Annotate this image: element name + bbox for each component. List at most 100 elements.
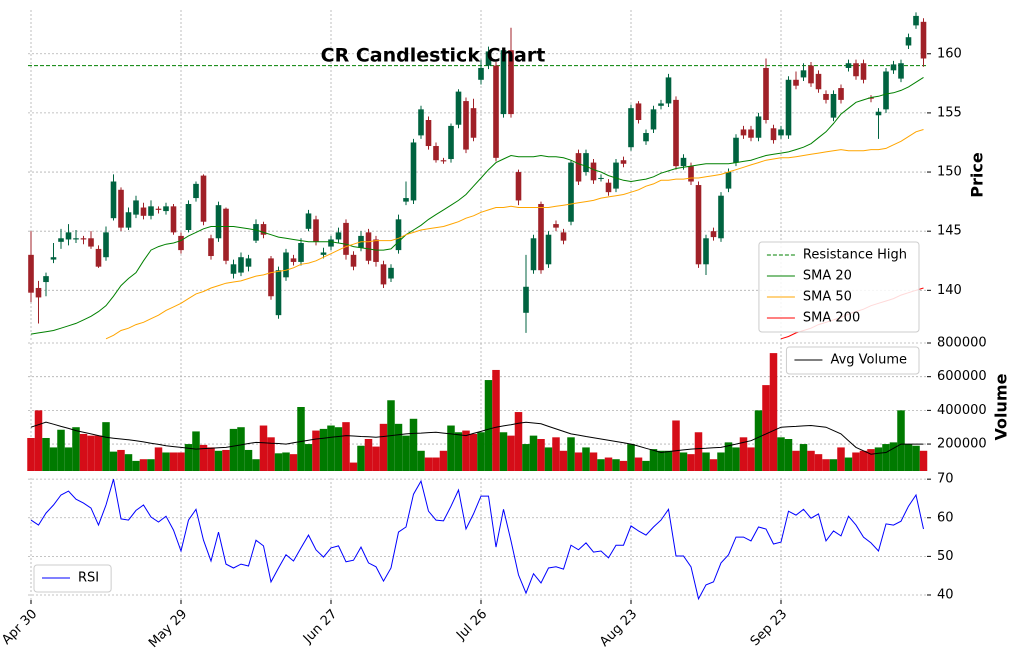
volume-bar xyxy=(364,439,373,471)
volume-bar xyxy=(259,425,268,471)
volume-bar xyxy=(717,452,725,471)
volume-bar xyxy=(492,369,500,471)
volume-bar xyxy=(574,452,583,471)
volume-bar xyxy=(799,444,808,471)
candle-body xyxy=(508,50,514,115)
volume-bar xyxy=(777,437,785,471)
volume-bar xyxy=(709,459,718,471)
volume-bar xyxy=(102,422,110,471)
candle-body xyxy=(500,50,507,115)
volume-bar xyxy=(919,450,928,471)
candle-body xyxy=(763,67,769,120)
legend-box xyxy=(785,346,920,375)
y-tick-label: 70 xyxy=(937,472,954,487)
candle-body xyxy=(58,238,64,242)
volume-bar xyxy=(342,422,350,471)
candle-body xyxy=(418,109,424,136)
volume-bar xyxy=(724,442,733,471)
volume-bar xyxy=(837,447,845,471)
candle-body xyxy=(125,212,132,228)
volume-bar xyxy=(282,452,290,471)
candle-body xyxy=(898,63,904,79)
volume-bar xyxy=(349,462,358,471)
candle-body xyxy=(440,160,447,162)
candle-body xyxy=(830,93,837,118)
volume-bar xyxy=(769,353,778,471)
volume-bar xyxy=(844,457,853,471)
candle-body xyxy=(260,224,267,235)
candle-body xyxy=(748,129,754,138)
candle-body xyxy=(853,63,859,77)
volume-bar xyxy=(222,449,230,471)
candle-body xyxy=(800,70,807,78)
candle-body xyxy=(703,238,709,265)
candle-body xyxy=(590,162,597,181)
candle-body xyxy=(178,235,184,251)
candle-body xyxy=(373,239,379,262)
volume-bar xyxy=(237,427,245,471)
volume-bar xyxy=(664,450,673,471)
candle-body xyxy=(65,232,72,240)
volume-bar xyxy=(154,447,163,471)
candle-body xyxy=(140,207,147,216)
candle-body xyxy=(665,77,672,104)
candle-body xyxy=(193,183,199,199)
candle-body xyxy=(238,257,244,273)
candle-body xyxy=(43,276,49,283)
volume-bar xyxy=(447,425,455,471)
candle-body xyxy=(253,224,259,241)
candle-body xyxy=(185,203,192,230)
volume-bar xyxy=(274,453,283,471)
volume-bar xyxy=(867,449,875,471)
y-tick-label: 400000 xyxy=(937,403,987,418)
volume-bar xyxy=(162,452,170,471)
candle-body xyxy=(388,267,394,279)
candle-body xyxy=(515,172,522,201)
volume-bar xyxy=(334,427,343,471)
volume-bar xyxy=(567,437,575,471)
candle-body xyxy=(403,198,409,202)
volume-bar xyxy=(552,437,560,471)
candle-body xyxy=(395,219,402,251)
candle-body xyxy=(208,238,214,257)
candle-body xyxy=(350,254,357,267)
volume-bar xyxy=(319,428,328,471)
volume-bar xyxy=(912,445,920,471)
y-tick-label: 200000 xyxy=(937,437,987,452)
y-tick-label: 60 xyxy=(937,510,954,525)
volume-bar xyxy=(739,437,748,471)
candle-body xyxy=(50,257,57,260)
candle-body xyxy=(808,65,814,84)
volume-bar xyxy=(852,452,860,471)
candle-body xyxy=(733,137,739,163)
candle-body xyxy=(905,37,912,46)
candle-body xyxy=(343,222,349,255)
candle-body xyxy=(148,206,154,216)
volume-bar xyxy=(42,437,50,471)
volume-bar xyxy=(184,444,193,471)
x-tick-label: Jul 26 xyxy=(453,607,490,644)
candle-body xyxy=(718,195,724,239)
candle-body xyxy=(845,63,852,68)
volume-bar xyxy=(297,407,305,471)
candle-body xyxy=(785,79,792,136)
volume-bar xyxy=(889,442,898,471)
volume-bar xyxy=(747,447,755,471)
volume-bar xyxy=(439,450,448,471)
candle-body xyxy=(883,71,889,110)
volume-bar xyxy=(267,437,275,471)
candle-body xyxy=(95,248,102,267)
volume-bar xyxy=(117,449,125,471)
candle-body xyxy=(635,103,642,120)
candle-body xyxy=(493,65,499,158)
y-tick-label: 50 xyxy=(937,549,954,564)
y-tick-label: 150 xyxy=(937,165,962,180)
candle-body xyxy=(230,264,237,274)
candle-body xyxy=(695,185,702,265)
candle-body xyxy=(598,177,604,179)
candle-body xyxy=(823,93,829,100)
volume-bar xyxy=(379,423,388,471)
volume-bar xyxy=(582,447,590,471)
candle-body xyxy=(673,99,679,167)
